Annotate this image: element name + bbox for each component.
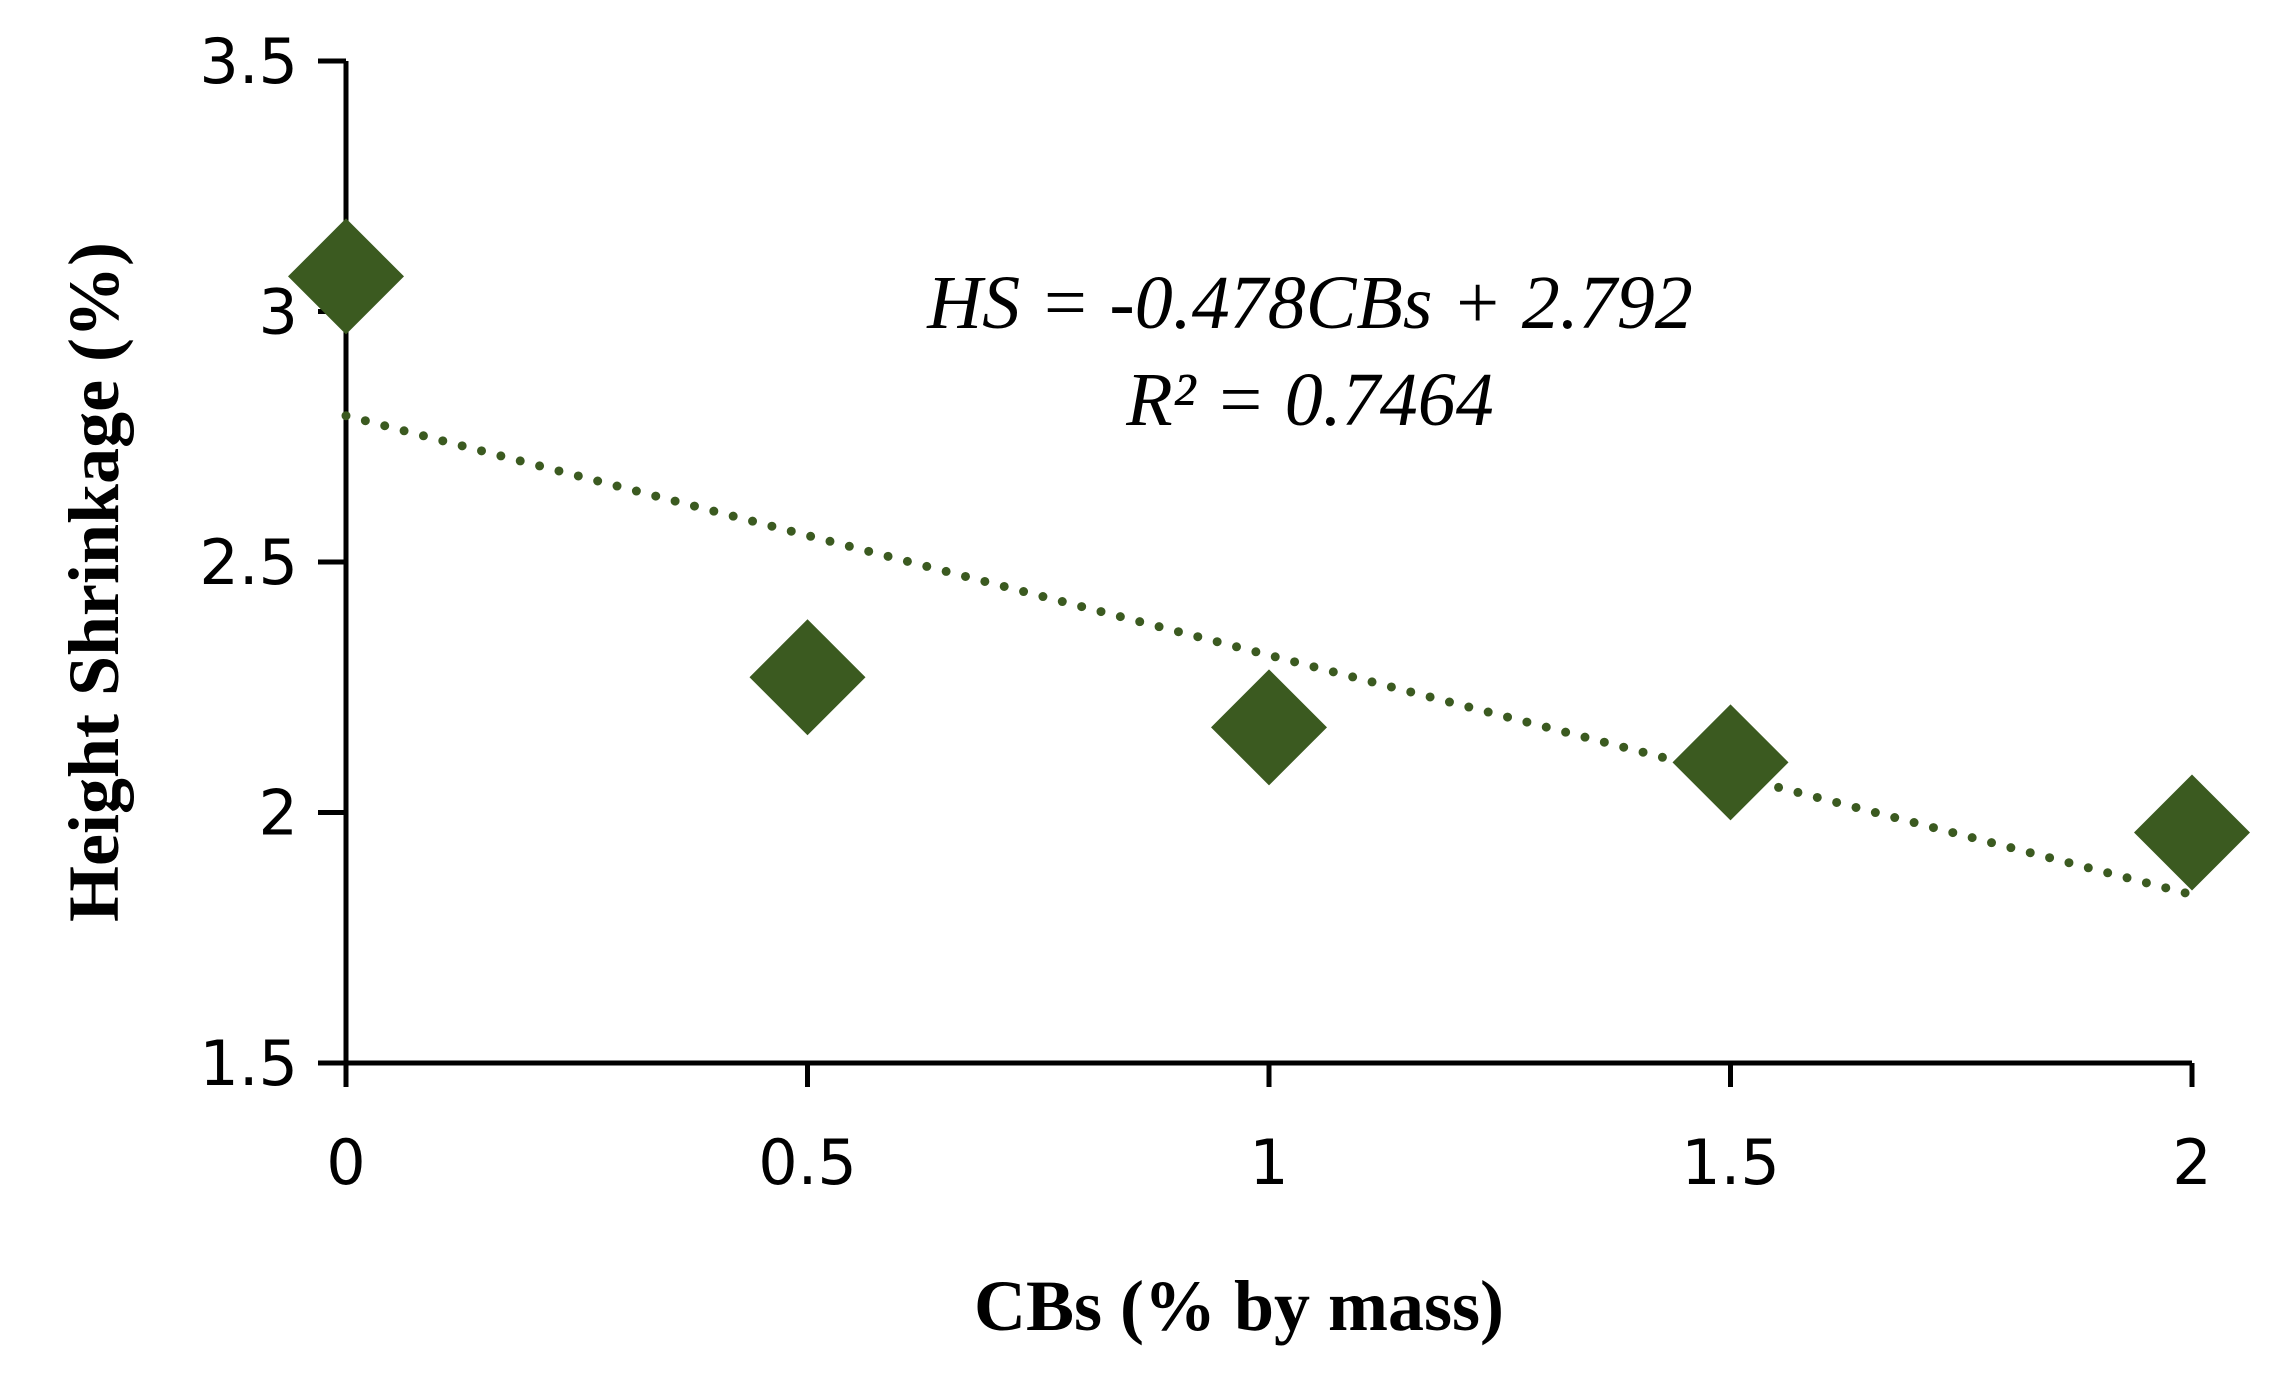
data-point-diamond (1211, 669, 1327, 786)
y-tick-label: 3.5 (199, 25, 298, 98)
r-squared-label: R² = 0.7464 (1125, 358, 1494, 442)
trendline (341, 411, 2197, 900)
y-axis-ticks: 1.5 2 2.5 3 3.5 (199, 25, 346, 1100)
x-tick-label: 2 (2172, 1126, 2211, 1199)
x-tick-label: 0.5 (758, 1126, 857, 1199)
x-tick-label: 1.5 (1681, 1126, 1780, 1199)
y-tick-label: 1.5 (199, 1027, 298, 1100)
data-point-diamond (2134, 774, 2250, 891)
x-axis-ticks: 0 0.5 1 1.5 2 (326, 1063, 2212, 1199)
axes (318, 61, 2192, 1066)
y-tick-label: 2.5 (199, 526, 298, 599)
x-tick-label: 0 (326, 1126, 365, 1199)
data-point-diamond (749, 619, 866, 736)
y-tick-label: 2 (259, 777, 298, 850)
x-tick-label: 1 (1249, 1126, 1288, 1199)
data-point-diamond (1672, 704, 1789, 821)
x-axis-title: CBs (% by mass) (974, 1266, 1504, 1346)
y-tick-label: 3 (259, 276, 298, 349)
data-points (288, 218, 2250, 891)
y-axis-title: Height Shrinkage (%) (54, 242, 134, 922)
data-point-diamond (288, 218, 404, 335)
trendline-equation: HS = -0.478CBs + 2.792 (926, 261, 1692, 345)
trendline-line (341, 411, 2197, 900)
